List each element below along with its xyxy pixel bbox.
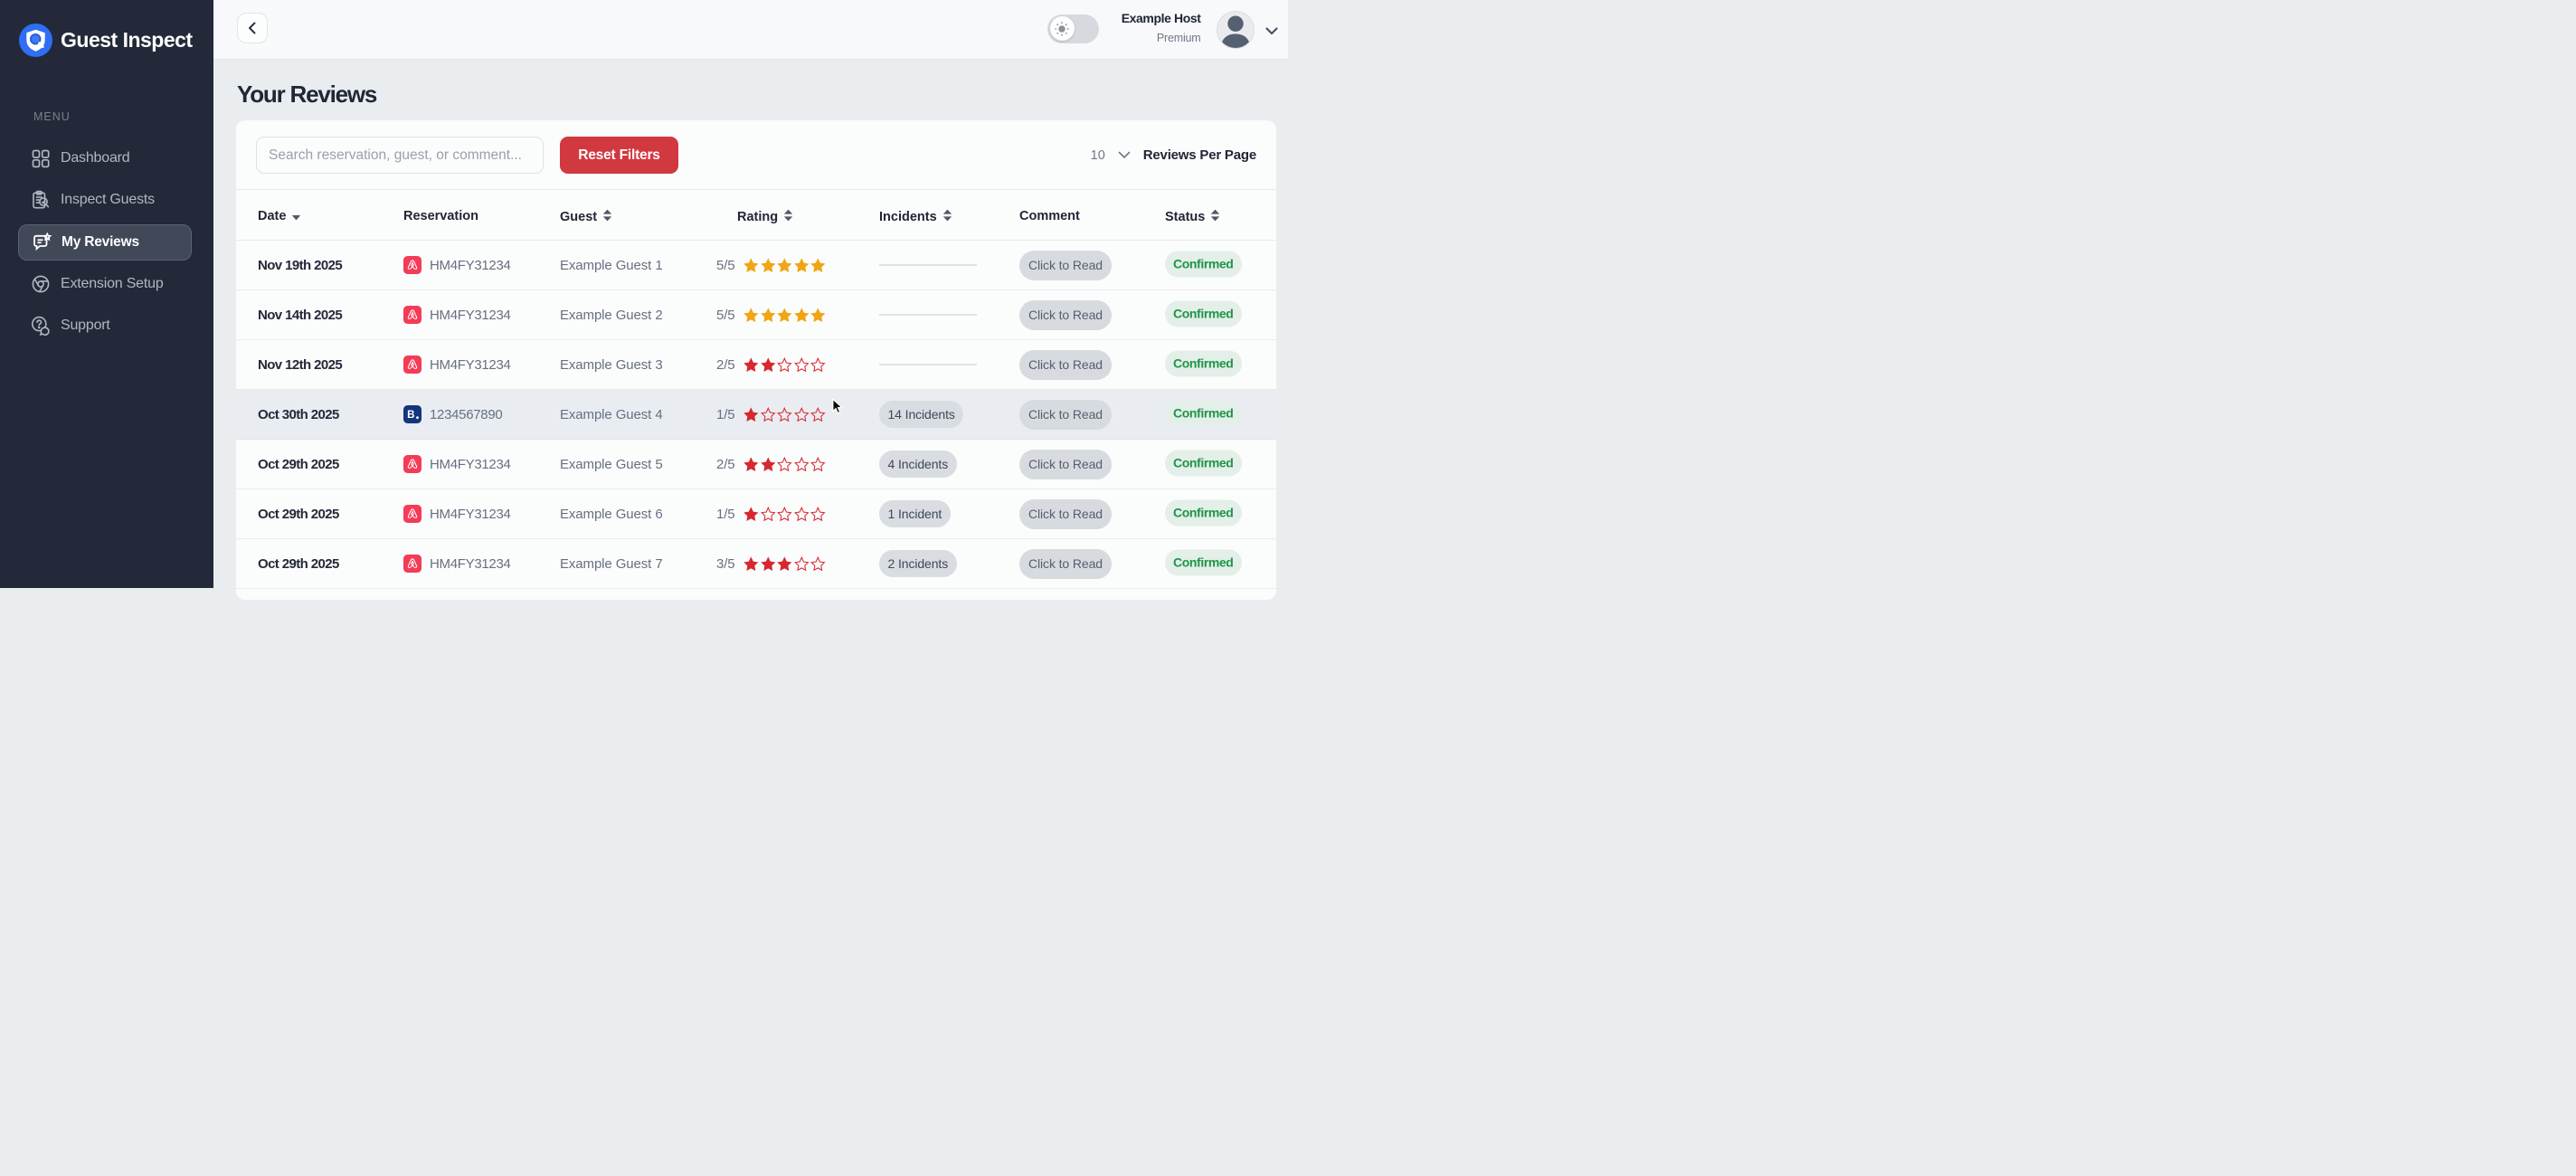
svg-text:B: B <box>407 409 414 421</box>
